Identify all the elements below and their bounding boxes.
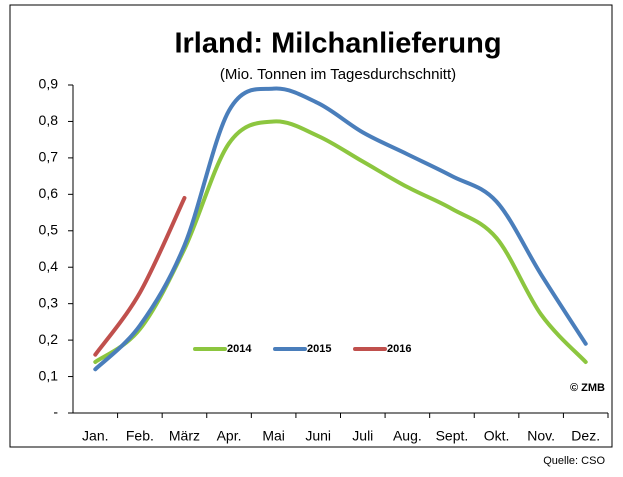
x-tick-label: Juni [305,428,331,444]
x-tick-label: Feb. [126,428,154,444]
series-line [93,195,187,357]
x-tick-label: Jan. [82,428,108,444]
x-tick-label: Sept. [436,428,469,444]
frame [9,4,613,448]
y-tick-label: - [53,404,58,420]
y-tick-label: 0,3 [39,294,59,310]
y-tick-label: 0,7 [39,149,59,165]
source: Quelle: CSO [543,455,605,467]
series-line [93,86,588,372]
x-tick-label: Juli [352,428,373,444]
y-tick-label: 0,9 [39,76,59,92]
x-tick-label: Okt. [484,428,510,444]
chart-subtitle: (Mio. Tonnen im Tagesdurchschnitt) [220,66,456,83]
y-tick-label: 0,2 [39,331,59,347]
legend-label: 2016 [387,343,411,355]
series-line [93,119,588,364]
legend-label: 2015 [307,343,331,355]
y-tick-label: 0,8 [39,112,59,128]
y-tick-label: 0,5 [39,221,59,237]
x-tick-label: Dez. [571,428,600,444]
x-tick-label: Apr. [217,428,242,444]
x-tick-label: Aug. [393,428,422,444]
chart-title: Irland: Milchanlieferung [174,28,501,60]
x-tick-label: Mai [262,428,285,444]
y-tick-label: 0,4 [39,258,59,274]
copyright: © ZMB [570,382,605,394]
legend-label: 2014 [227,343,252,355]
x-tick-label: März [169,428,200,444]
y-tick-label: 0,1 [39,367,59,383]
y-tick-label: 0,6 [39,185,59,201]
x-tick-label: Nov. [527,428,555,444]
